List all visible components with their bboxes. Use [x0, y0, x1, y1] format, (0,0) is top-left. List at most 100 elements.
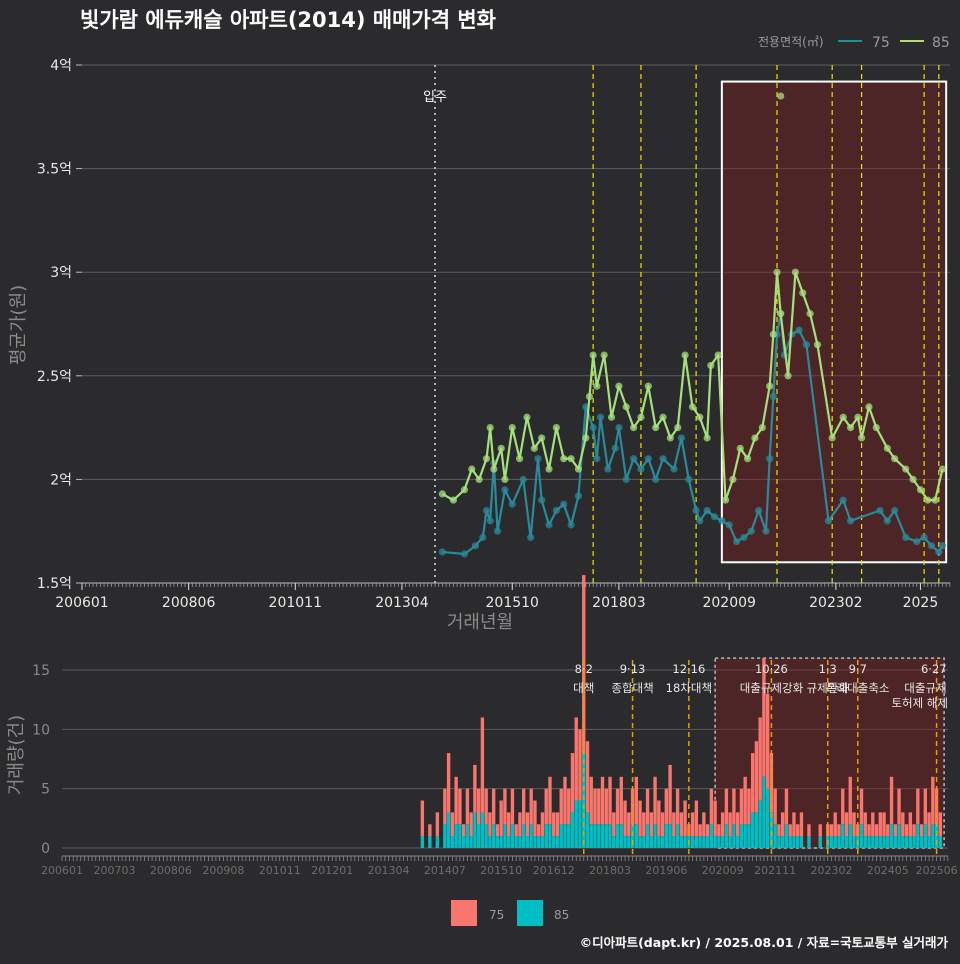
bar-75: [465, 788, 470, 825]
series-75-point: [493, 527, 502, 535]
bar-75: [461, 824, 466, 837]
series-85-point: [600, 351, 608, 359]
bar-75: [713, 800, 717, 837]
bar-75: [799, 812, 804, 837]
policy-date-label: 6·27: [921, 662, 947, 676]
bar-85: [923, 824, 928, 848]
bottom-legend: 75 85: [451, 900, 569, 926]
series-85-point: [490, 465, 498, 473]
policy-date-label: 9·7: [849, 662, 867, 676]
bar-75: [612, 812, 616, 837]
bar-85: [645, 824, 650, 848]
bar-85: [465, 824, 470, 848]
bar-75: [480, 717, 485, 813]
series-85-point: [659, 413, 667, 421]
series-75-point: [795, 326, 803, 334]
bar-75: [458, 788, 462, 825]
bar-75: [495, 824, 500, 837]
series-75-point: [538, 496, 546, 504]
bar-85: [897, 824, 901, 848]
series-85-point: [865, 403, 873, 411]
series-75-point: [560, 500, 568, 508]
bar-85: [630, 824, 635, 848]
bar-85: [540, 836, 545, 848]
bar-75: [841, 788, 845, 825]
policy-date-label: 8·2: [575, 662, 593, 676]
bar-75: [642, 812, 646, 837]
move-in-label: 입주: [423, 90, 447, 105]
bar-85: [874, 836, 879, 848]
bar-85: [420, 836, 425, 848]
bar-75: [683, 800, 687, 837]
series-85-point: [857, 434, 866, 442]
top-legend: 전용면적(㎡) 75 85: [758, 35, 950, 51]
bar-85: [638, 836, 642, 848]
bar-75: [931, 776, 935, 825]
legend-bar-75-label: 75: [489, 908, 504, 922]
series-75-point: [589, 424, 597, 432]
bar-85: [694, 836, 699, 848]
bar-75: [491, 788, 496, 825]
bar-85: [480, 812, 485, 848]
price-highlight-window: [720, 80, 948, 564]
bar-85: [619, 824, 623, 848]
bar-85: [563, 824, 567, 848]
volume-ytick-label: 0: [41, 841, 50, 857]
bar-85: [728, 836, 732, 848]
bar-75: [563, 776, 567, 825]
series-85-point: [652, 424, 660, 432]
bar-75: [687, 824, 691, 837]
bar-85: [844, 836, 849, 848]
bar-85: [597, 824, 601, 848]
policy-name-label: 종합대책: [611, 681, 653, 695]
bar-75: [668, 764, 672, 825]
bar-75: [552, 812, 556, 837]
series-75-point: [883, 517, 891, 525]
bar-85: [555, 836, 560, 848]
bar-85: [841, 824, 845, 848]
price-ytick-label: 2억: [50, 472, 72, 488]
series-75-point: [552, 506, 560, 515]
bar-75: [773, 788, 777, 825]
series-75-point: [938, 542, 947, 550]
series-75-point: [471, 542, 480, 550]
series-85-point: [703, 434, 711, 442]
bar-75: [570, 753, 575, 813]
bar-85: [653, 824, 657, 848]
bar-85: [514, 836, 518, 848]
price-ytick-label: 2.5억: [37, 369, 72, 385]
bar-75: [645, 788, 650, 825]
bar-75: [882, 812, 886, 837]
bar-85: [938, 836, 943, 848]
bar-75: [597, 788, 601, 825]
series-75-point: [692, 506, 700, 515]
bar-85: [469, 836, 473, 848]
bar-75: [724, 788, 729, 825]
bar-85: [570, 812, 575, 848]
series-75-point: [659, 455, 667, 463]
top-yaxis-label: 평균가(원): [8, 285, 29, 365]
series-85-point: [593, 382, 601, 390]
bar-75: [435, 812, 440, 837]
series-85-point: [766, 382, 774, 390]
bar-75: [728, 812, 732, 837]
footer-credit: ©디아파트(dapt.kr) / 2025.08.01 / 자료=국토교통부 실…: [580, 935, 949, 950]
bar-75: [608, 776, 612, 825]
series-85-point: [828, 434, 836, 442]
bar-75: [499, 800, 503, 837]
series-75-point: [438, 548, 446, 556]
price-xtick-label: 201304: [375, 595, 429, 611]
bar-75: [878, 812, 882, 837]
bar-85: [934, 824, 939, 848]
series-75-point: [574, 492, 583, 500]
bar-75: [679, 812, 684, 837]
bar-85: [657, 836, 661, 848]
series-85-point: [538, 434, 546, 442]
bar-85: [593, 824, 597, 848]
bar-75: [856, 824, 860, 837]
bar-85: [476, 824, 481, 848]
series-75-point: [902, 533, 910, 542]
series-85-point: [846, 424, 855, 432]
bar-85: [450, 836, 455, 848]
